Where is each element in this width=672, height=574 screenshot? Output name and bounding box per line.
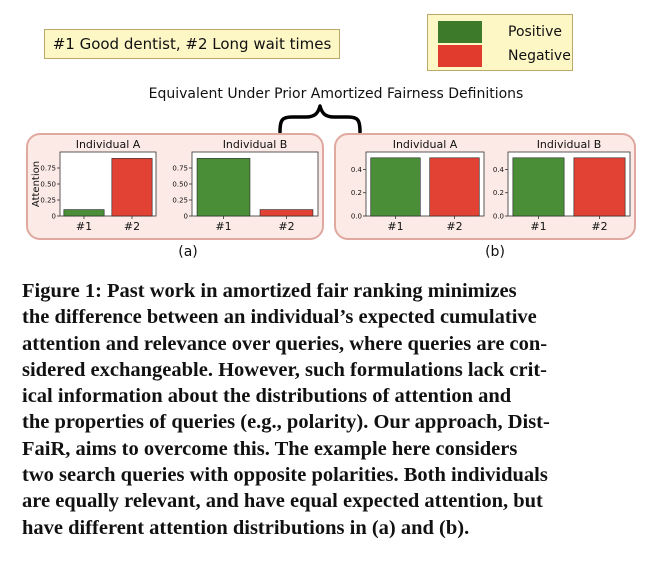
- caption-line: are equally relevant, and have equal exp…: [22, 490, 543, 513]
- y-tick-label: 0: [184, 213, 188, 221]
- y-tick-label: 0.0: [493, 213, 504, 221]
- bar: [196, 158, 251, 217]
- legend-swatch-negative: [438, 45, 482, 67]
- caption-line: sidered exchangeable. However, such form…: [22, 358, 547, 381]
- bar: [111, 158, 153, 217]
- x-tick-label: #1: [387, 220, 403, 233]
- y-tick-label: 0.25: [40, 197, 56, 205]
- x-tick-label: #1: [215, 220, 231, 233]
- chart-title: Individual A: [76, 138, 141, 151]
- y-axis-label: Attention: [31, 161, 42, 207]
- bar: [512, 157, 565, 217]
- legend-entry-negative: Negative: [438, 45, 571, 67]
- caption-line: the properties of queries (e.g., polarit…: [22, 411, 550, 434]
- y-tick-label: 0.2: [493, 189, 504, 197]
- panel-label-a: (a): [178, 244, 198, 260]
- y-tick-label: 0.75: [172, 165, 188, 173]
- y-tick-label: 0.50: [172, 181, 188, 189]
- y-tick-label: 0.0: [351, 213, 362, 221]
- y-tick-label: 0: [52, 213, 56, 221]
- chart-title: Individual A: [393, 138, 458, 151]
- bar: [573, 157, 626, 217]
- bar: [370, 157, 421, 217]
- x-tick-label: #2: [124, 220, 140, 233]
- chart-panel-b-individual-a: Individual A 0.0 0.2 0.4 #1 #2: [351, 138, 485, 233]
- chart-title: Individual B: [223, 138, 288, 151]
- y-tick-label: 0.4: [351, 166, 363, 174]
- caption-line: ical information about the distributions…: [22, 385, 512, 408]
- bar: [63, 209, 105, 217]
- caption-line: two search queries with opposite polarit…: [22, 464, 548, 487]
- x-tick-label: #1: [530, 220, 546, 233]
- x-tick-label: #2: [446, 220, 462, 233]
- query-legend-box: #1 Good dentist, #2 Long wait times: [44, 29, 340, 59]
- y-tick-label: 0.2: [351, 189, 362, 197]
- chart-panel-a-individual-b: Individual B 0 0.25 0.50 0.75 #1 #2: [172, 138, 319, 233]
- x-tick-label: #2: [591, 220, 607, 233]
- legend-label-positive: Positive: [508, 24, 562, 40]
- caption-line: the difference between an individual’s e…: [22, 306, 537, 329]
- polarity-legend: Positive Negative: [427, 14, 573, 71]
- y-tick-label: 0.25: [172, 197, 188, 205]
- y-tick-label: 0.50: [40, 181, 56, 189]
- caption-line: have different attention distributions i…: [22, 516, 470, 539]
- caption-line: FaiR, aims to overcome this. The example…: [22, 437, 518, 460]
- x-tick-label: #2: [278, 220, 294, 233]
- figure-caption: Figure 1: Past work in amortized fair ra…: [22, 278, 650, 541]
- panel-label-b: (b): [485, 244, 505, 260]
- equivalence-label: Equivalent Under Prior Amortized Fairnes…: [148, 86, 524, 102]
- y-tick-label: 0.75: [40, 165, 56, 173]
- legend-swatch-positive: [438, 21, 482, 43]
- curly-brace-icon: [278, 104, 362, 134]
- y-tick-label: 0.4: [493, 166, 505, 174]
- chart-panel-b-individual-b: Individual B 0.0 0.2 0.4 #1 #2: [493, 138, 631, 233]
- bar: [429, 157, 480, 217]
- x-tick-label: #1: [76, 220, 92, 233]
- legend-entry-positive: Positive: [438, 21, 562, 43]
- bar: [259, 209, 314, 217]
- chart-title: Individual B: [537, 138, 602, 151]
- legend-label-negative: Negative: [508, 48, 571, 64]
- caption-line: attention and relevance over queries, wh…: [22, 332, 548, 355]
- caption-line: Figure 1: Past work in amortized fair ra…: [22, 280, 517, 302]
